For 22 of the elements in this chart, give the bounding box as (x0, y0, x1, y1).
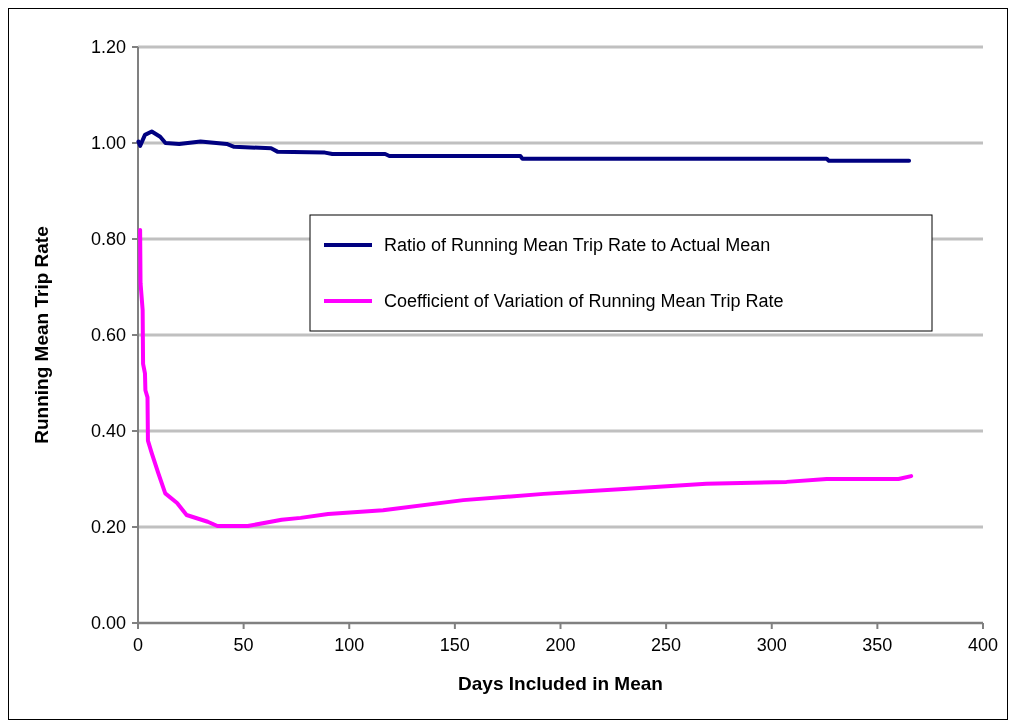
y-axis-title: Running Mean Trip Rate (31, 226, 52, 444)
x-tick-label: 400 (967, 635, 999, 655)
y-tick-label: 1.20 (90, 37, 126, 58)
legend-label: Coefficient of Variation of Running Mean Trip Rate (384, 291, 784, 312)
x-tick-label: 0 (132, 635, 144, 655)
y-tick-label: 0.80 (90, 229, 126, 250)
line-series (136, 129, 912, 163)
x-tick-label: 250 (651, 635, 682, 655)
x-tick-label: 100 (334, 635, 365, 655)
x-tick-label: 300 (756, 635, 787, 655)
x-tick-label: 350 (862, 635, 893, 655)
y-tick-label: 0.60 (90, 325, 126, 346)
y-tick-label: 0.20 (90, 517, 126, 538)
legend-label: Ratio of Running Mean Trip Rate to Actual Mean (384, 235, 771, 256)
x-tick-label: 200 (545, 635, 576, 655)
y-tick-label: 1.00 (90, 133, 126, 154)
line-series (138, 227, 914, 529)
y-tick-label: 0.00 (90, 613, 126, 634)
x-axis-title: Days Included in Mean (458, 673, 663, 694)
y-tick-label: 0.40 (90, 421, 126, 442)
x-tick-label: 150 (439, 635, 470, 655)
x-tick-label: 50 (233, 635, 254, 655)
